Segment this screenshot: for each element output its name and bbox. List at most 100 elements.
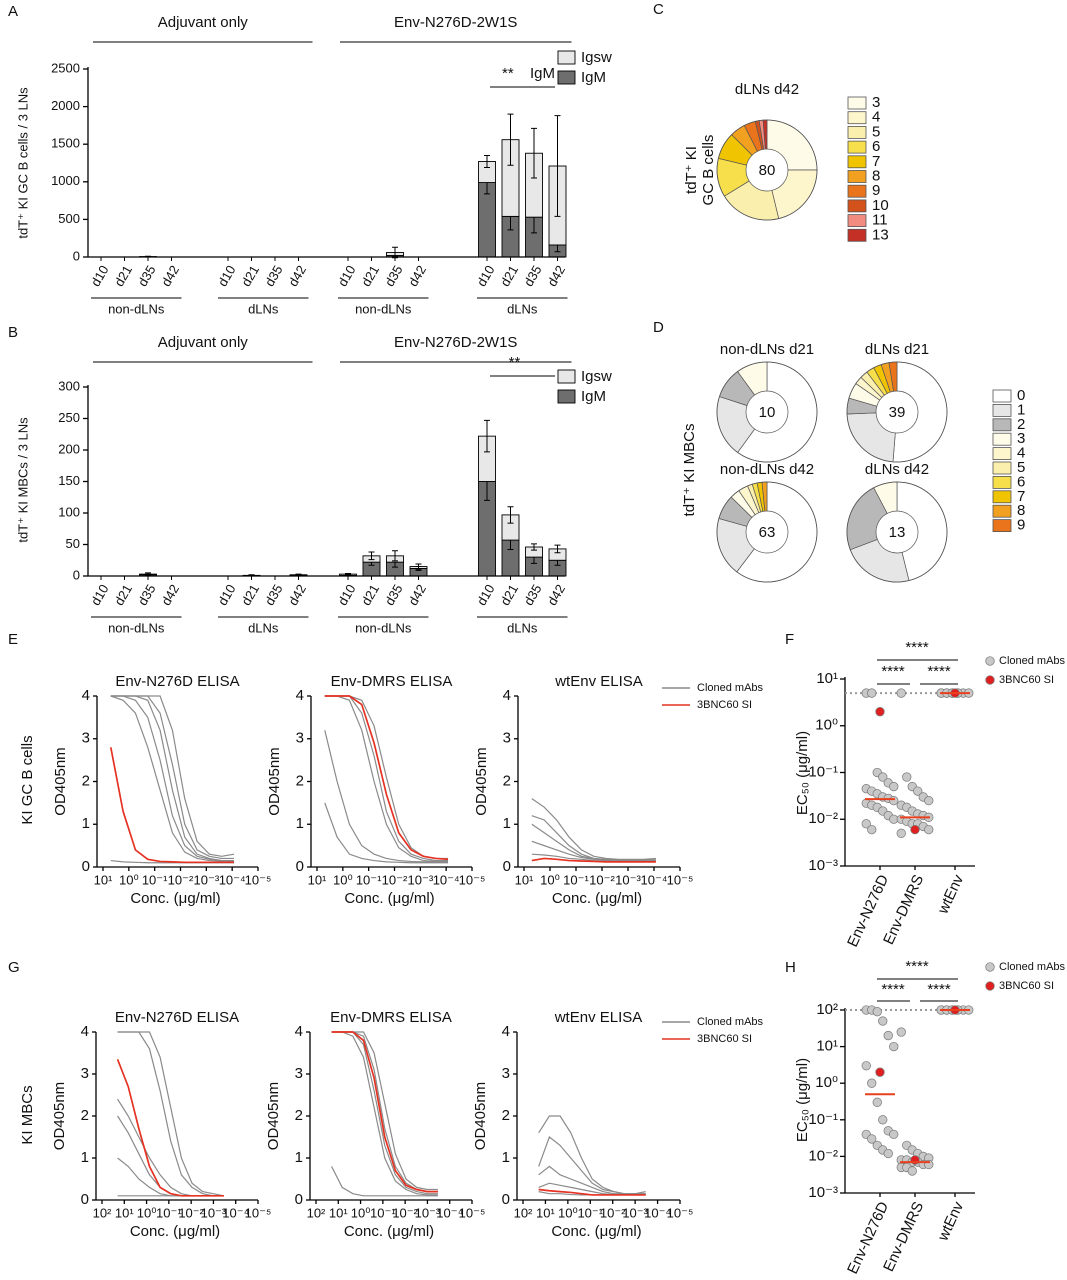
error-bar: [531, 127, 537, 179]
y-tick-label: 1: [81, 1149, 89, 1166]
legend-label: 6: [1017, 473, 1025, 490]
x-tick-label: 10⁻¹: [563, 872, 589, 887]
legend-label: Cloned mAbs: [697, 682, 764, 694]
series-line: [109, 747, 235, 864]
legend-label: 8: [1017, 502, 1025, 519]
y-tick-label: 0: [296, 858, 304, 875]
legend-label: 3BNC60 SI: [697, 699, 752, 711]
error-bar: [392, 246, 398, 259]
y-tick-label: 150: [58, 473, 80, 488]
y-axis-label: OD405nm: [266, 747, 283, 815]
panel-letter: D: [653, 319, 664, 336]
series-line: [531, 798, 656, 860]
y-tick-label: 1: [295, 1149, 303, 1166]
legend-marker: [985, 981, 995, 991]
y-tick-label: 10⁻²: [808, 1147, 838, 1164]
error-bar: [368, 551, 375, 561]
group-label: non-dLNs: [355, 620, 412, 635]
group-label: non-dLNs: [108, 620, 165, 635]
x-tick-label: wtEnv: [934, 1199, 967, 1245]
legend-label: 2: [1017, 416, 1025, 433]
legend-swatch: [557, 50, 576, 65]
legend-label: Igsw: [581, 49, 612, 66]
group-label: dLNs: [248, 620, 279, 635]
y-tick-label: 4: [81, 1023, 89, 1040]
x-tick-label: 10²: [307, 1205, 326, 1220]
panel-letter: A: [8, 3, 18, 20]
x-axis-label: Conc. (μg/ml): [551, 1223, 641, 1240]
x-tick-label: 10⁻¹: [142, 872, 168, 887]
legend-swatch: [847, 140, 867, 154]
y-axis-label: OD405nm: [265, 1082, 282, 1150]
data-point: [878, 772, 888, 782]
group-label: non-dLNs: [108, 301, 165, 316]
significance-label: ****: [905, 958, 929, 975]
legend-swatch: [847, 228, 867, 242]
data-point: [883, 1030, 893, 1041]
pie-outline: [846, 481, 948, 583]
error-bar: [345, 572, 351, 576]
y-tick-label: 10¹: [816, 670, 838, 687]
x-axis-label: Conc. (μg/ml): [344, 890, 434, 907]
legend-label: 11: [872, 212, 888, 229]
x-tick-label: d42: [285, 582, 309, 608]
y-tick-label: 4: [503, 687, 511, 704]
significance-label: ****: [927, 663, 951, 680]
group-label: dLNs: [507, 620, 538, 635]
series-line: [331, 1031, 438, 1195]
data-point: [872, 1007, 882, 1017]
x-tick-label: 10⁻³: [408, 872, 434, 887]
legend-label: Cloned mAbs: [697, 1016, 764, 1028]
error-bar: [554, 544, 561, 554]
series-line: [110, 695, 235, 857]
data-point: [867, 688, 877, 698]
x-tick-label: 10⁻⁵: [459, 1205, 486, 1220]
header-label: Env-N276D-2W1S: [394, 14, 517, 31]
pie-title: dLNs d21: [865, 341, 929, 358]
legend-label: 3BNC60 SI: [697, 1033, 752, 1045]
error-bar: [554, 115, 561, 217]
series-line: [538, 1136, 646, 1195]
chart-title: Env-N276D ELISA: [115, 673, 239, 690]
x-tick-label: 10⁰: [351, 1205, 371, 1220]
x-tick-label: 10⁰: [540, 872, 560, 887]
data-point: [875, 707, 885, 717]
y-tick-label: 10⁰: [815, 1074, 838, 1091]
y-axis-label: tdT⁺ KI: [683, 146, 700, 194]
x-tick-label: 10⁻⁵: [245, 1205, 272, 1220]
data-point: [889, 795, 899, 806]
y-tick-label: 10⁻¹: [808, 763, 838, 780]
data-point: [861, 819, 871, 829]
data-point: [896, 1027, 906, 1037]
error-bar: [484, 154, 490, 169]
x-tick-label: 10²: [514, 1205, 533, 1220]
x-tick-label: d10: [88, 263, 112, 289]
y-tick-label: 2500: [51, 60, 80, 75]
data-point: [878, 1016, 888, 1026]
y-tick-label: 0: [295, 1191, 303, 1208]
legend-label: 5: [1017, 459, 1025, 476]
error-bar: [531, 543, 537, 551]
series-line: [331, 1166, 438, 1197]
error-bar: [507, 113, 514, 166]
x-tick-label: d21: [358, 263, 382, 289]
legend-swatch: [992, 418, 1012, 432]
legend-label: 13: [872, 226, 889, 243]
header-label: Env-N276D-2W1S: [394, 334, 517, 351]
series-line: [331, 1031, 438, 1191]
x-tick-label: 10⁻⁵: [459, 872, 486, 887]
series-line: [117, 1031, 224, 1197]
legend-swatch: [847, 111, 867, 125]
y-tick-label: 10⁻³: [808, 857, 838, 874]
x-tick-label: 10⁻²: [600, 1205, 626, 1220]
y-tick-label: 10⁻³: [808, 1184, 838, 1201]
x-tick-label: 10¹: [515, 872, 534, 887]
y-tick-label: 1: [503, 815, 511, 832]
y-tick-label: 0: [73, 567, 80, 582]
data-point: [875, 1067, 885, 1077]
legend-label: Cloned mAbs: [999, 655, 1066, 667]
y-tick-label: 2000: [51, 98, 80, 113]
x-tick-label: 10¹: [94, 872, 113, 887]
data-point: [902, 772, 912, 782]
series-line: [324, 695, 449, 861]
